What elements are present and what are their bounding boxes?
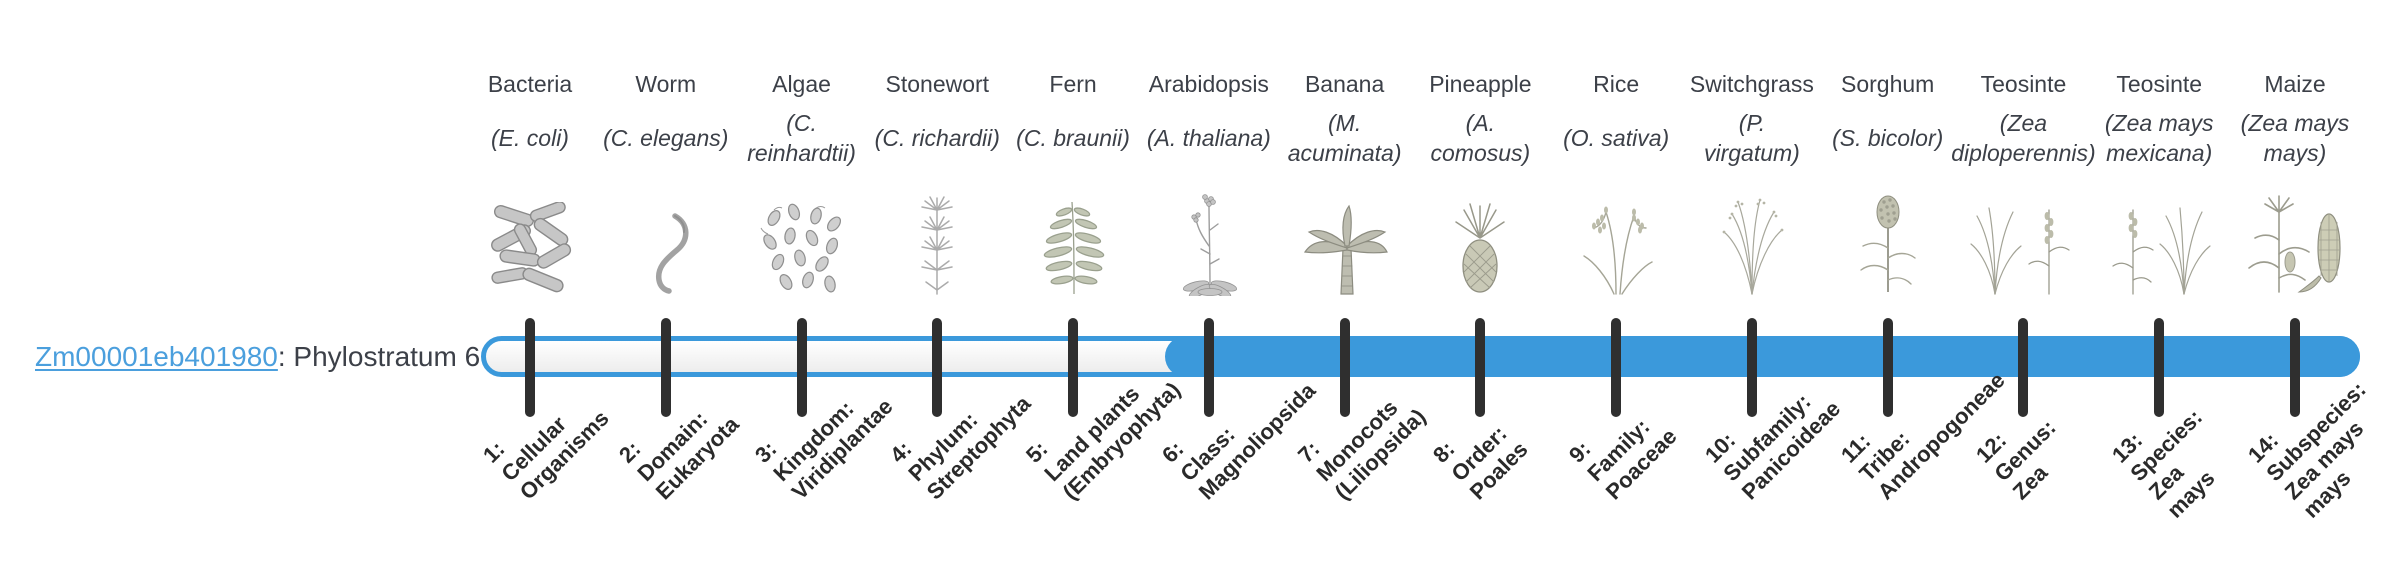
taxon-column: Algae (C. reinhardtii) 3: Kingdom: Virid… [717,0,897,580]
taxon-column: Arabidopsis (A. thaliana) 6: Class: Magn… [1124,0,1320,580]
phylostratum-tick [932,318,943,417]
gene-id-link[interactable]: Zm00001eb401980 [35,341,278,372]
taxon-scientific-name: (S. bicolor) [1832,125,1944,151]
phylostratum-tick [525,318,535,417]
taxon-common-name: Bacteria [487,71,573,97]
taxon-scientific-name: (A. comosus) [1430,110,1531,166]
maize-icon [2210,178,2380,296]
phylostratum-tick [1882,318,1893,417]
taxon-scientific-name: (C. elegans) [603,125,729,151]
banana-icon [1260,178,1430,296]
taxon-common-name: Sorghum [1841,71,1935,97]
taxon-column: Rice (O. sativa) 9: Family: Poaceae [1531,0,1701,580]
taxon-common-name: Maize [2264,71,2326,97]
phylostratum-tick [796,318,807,417]
rice-icon [1531,178,1701,296]
gene-label: Zm00001eb401980: Phylostratum 6 [35,341,480,373]
phylostratum-tick [1475,318,1486,417]
bacteria-icon [445,178,615,296]
phylostratum-tick [2290,318,2300,417]
phylostratum-tick [660,318,671,417]
teosinte-mexicana-icon [2074,178,2244,296]
taxon-column: Teosinte (Zea mays mexicana) 13: Species… [2074,0,2244,580]
taxon-scientific-name: (P. virgatum) [1703,110,1800,166]
phylostratum-tick [1203,318,1214,417]
taxon-scientific-name: (C. braunii) [1016,125,1130,151]
taxon-common-name: Rice [1593,71,1640,97]
taxon-scientific-name: (E. coli) [491,125,569,151]
taxon-common-name: Teosinte [2116,71,2203,97]
phylostratum-label: 8: Order: Poales [1428,420,1533,505]
taxon-scientific-name: (O. sativa) [1563,125,1670,151]
taxon-column: Bacteria (E. coli) 1: Cellular Organisms [445,0,615,580]
taxon-common-name: Teosinte [1980,71,2067,97]
phylostratum-tick [1068,318,1079,417]
taxon-scientific-name: (Zea diploperennis) [1951,110,2096,166]
phylostratum-tick [1339,318,1350,417]
taxon-common-name: Worm [635,71,697,97]
gene-phylostratum-text: : Phylostratum 6 [277,341,481,372]
switchgrass-icon [1667,178,1837,296]
taxon-column: Teosinte (Zea diploperennis) 12: Genus: … [1938,0,2108,580]
phylostratum-tick [1611,318,1622,417]
taxon-scientific-name: (C. reinhardtii) [747,110,856,166]
taxon-column: Sorghum (S. bicolor) 11: Tribe: Andropog… [1803,0,2009,580]
taxon-column: Pineapple (A. comosus) 8: Order: Poales [1395,0,1565,580]
phylostratum-label: 9: Family: Poaceae [1564,413,1682,505]
taxon-column: Maize (Zea mays mays) 14: Subspecies: Ze… [2210,0,2380,580]
taxon-scientific-name: (M. acuminata) [1287,110,1402,166]
taxon-common-name: Arabidopsis [1148,71,1269,97]
pineapple-icon [1395,178,1565,296]
teosinte-diploperennis-icon [1938,178,2108,296]
worm-icon [581,178,751,296]
taxon-scientific-name: (A. thaliana) [1146,125,1271,151]
phylostratum-label: 14: Subspecies: Zea mays mays [2243,376,2371,523]
taxon-column: Fern (C. braunii) 5: Land plants (Embryo… [988,0,1185,580]
taxon-common-name: Fern [1049,71,1097,97]
fern-icon [988,178,1158,296]
sorghum-icon [1803,178,1973,296]
taxon-scientific-name: (C. richardii) [874,125,1000,151]
arabidopsis-icon [1124,178,1294,296]
taxon-common-name: Banana [1304,71,1385,97]
phylostratum-tick [2018,318,2029,417]
taxon-common-name: Stonewort [885,71,990,97]
phylostratum-label: 12: Genus: Zea [1971,414,2062,505]
algae-icon [717,178,887,296]
taxon-common-name: Switchgrass [1689,71,1814,97]
taxon-column: Stonewort (C. richardii) 4: Phylum: Stre… [852,0,1036,580]
phylostratum-tick [1746,318,1757,417]
stonewort-icon [852,178,1022,296]
taxon-common-name: Pineapple [1429,71,1532,97]
taxon-column: Banana (M. acuminata) 7: Monocots (Lilio… [1260,0,1430,580]
taxon-column: Worm (C. elegans) 2: Domain: Eukaryota [581,0,751,580]
taxon-scientific-name: (Zea mays mays) [2240,110,2350,166]
taxon-common-name: Algae [772,71,831,97]
phylostratum-tick [2154,318,2165,417]
taxon-column: Switchgrass (P. virgatum) 10: Subfamily:… [1667,0,1845,580]
taxon-scientific-name: (Zea mays mexicana) [2104,110,2214,166]
